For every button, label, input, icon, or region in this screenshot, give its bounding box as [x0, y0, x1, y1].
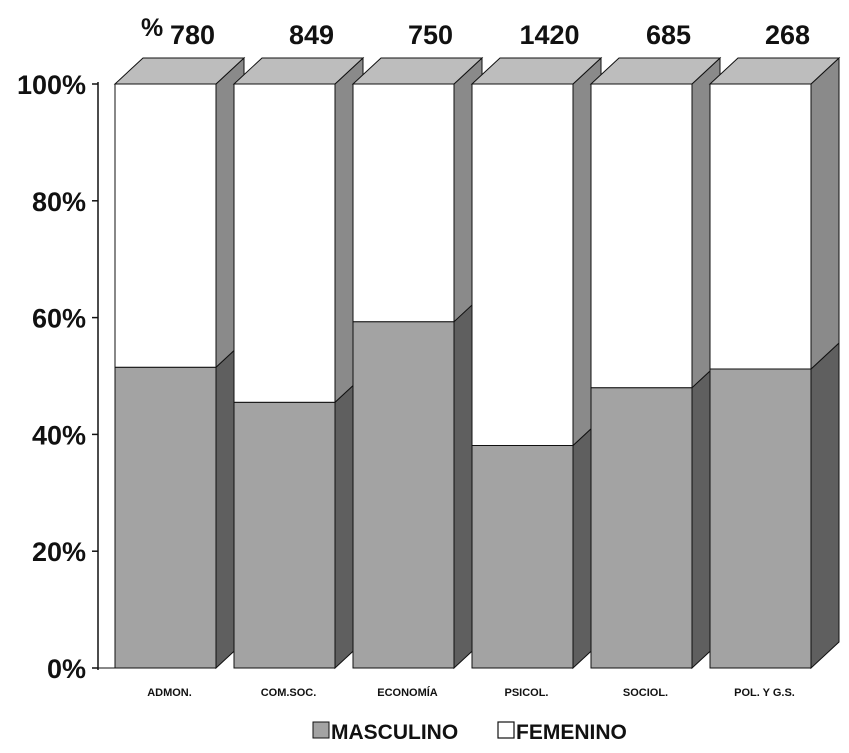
bar-top-face — [113, 57, 246, 85]
y-tick-label: 0% — [47, 654, 86, 684]
category-label: PSICOL. — [504, 687, 548, 699]
bar-top-face — [232, 57, 365, 85]
bar-masculino — [352, 321, 455, 669]
bar-masculino — [709, 368, 812, 669]
bar-top-face — [589, 57, 722, 85]
y-tick-label: 80% — [32, 187, 86, 217]
bar-femenino — [233, 83, 336, 403]
legend-swatch-femenino — [497, 721, 515, 739]
total-label: 780 — [170, 20, 215, 50]
bar-masculino — [590, 387, 693, 669]
bar-masculino — [471, 444, 574, 669]
y-tick-label: 60% — [32, 304, 86, 334]
bar-masculino-side — [810, 341, 840, 670]
bar-top-face — [470, 57, 603, 85]
legend-label-femenino: FEMENINO — [516, 721, 627, 744]
category-label: ECONOMÍA — [377, 686, 438, 699]
y-tick-label: 100% — [17, 70, 86, 100]
bar-top-face — [708, 57, 841, 85]
bar-top-face — [351, 57, 484, 85]
total-label: 1420 — [519, 20, 579, 50]
bar-femenino — [471, 83, 574, 446]
legend-swatch-masculino — [312, 721, 330, 739]
y-tick-label: 20% — [32, 537, 86, 567]
y-tick-label: 40% — [32, 420, 86, 450]
bar-masculino — [233, 401, 336, 669]
category-label: SOCIOL. — [623, 687, 668, 699]
bar-femenino — [709, 83, 812, 370]
bar-masculino — [114, 366, 217, 669]
bar-femenino — [590, 83, 693, 389]
bar-femenino-side — [810, 56, 840, 371]
total-label: 685 — [646, 20, 691, 50]
bar-femenino — [352, 83, 455, 323]
total-label: 268 — [765, 20, 810, 50]
percent-symbol: % — [141, 14, 163, 42]
total-label: 849 — [289, 20, 334, 50]
category-label: COM.SOC. — [261, 687, 317, 699]
legend-label-masculino: MASCULINO — [331, 721, 458, 744]
total-label: 750 — [408, 20, 453, 50]
category-label: ADMON. — [147, 687, 192, 699]
bar-femenino — [114, 83, 217, 368]
category-label: POL. Y G.S. — [734, 687, 795, 699]
